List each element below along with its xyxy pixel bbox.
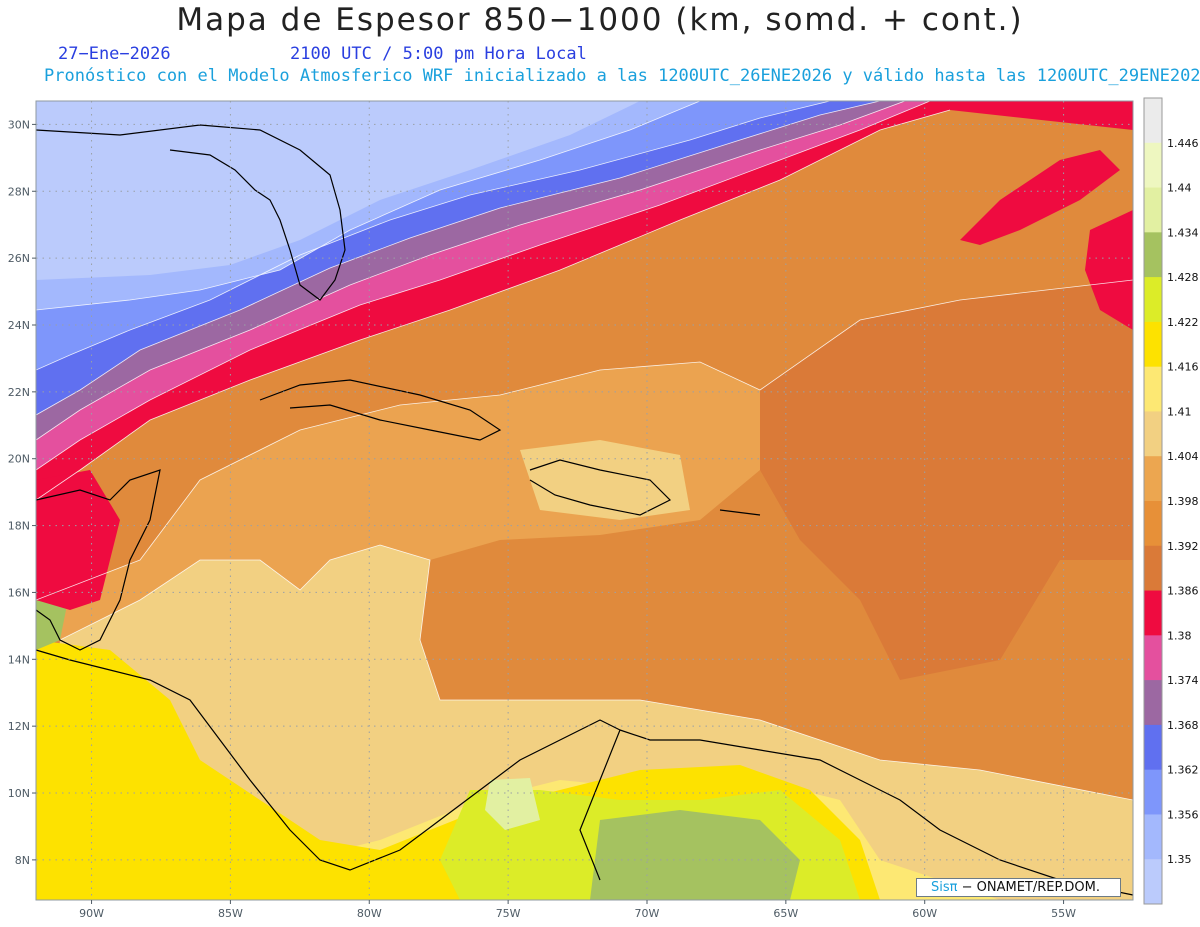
forecast-time: 2100 UTC / 5:00 pm Hora Local: [290, 44, 587, 64]
colorbar-swatch: [1144, 187, 1162, 233]
lon-label: 85W: [218, 907, 243, 920]
lat-label: 28N: [8, 185, 30, 198]
field-region-1392: [760, 280, 1133, 680]
colorbar-swatch: [1144, 411, 1162, 457]
colorbar-frame: [1143, 97, 1163, 905]
colorbar-swatch: [1144, 321, 1162, 368]
lat-label: 8N: [15, 854, 30, 867]
field-region-hispaniola: [520, 440, 690, 520]
lat-lon-grid: [36, 101, 1133, 900]
colorbar-label: 1.392: [1167, 540, 1199, 553]
field-region-1404: [36, 545, 1133, 900]
field-region-1434: [485, 778, 540, 830]
lon-label: 75W: [496, 907, 521, 920]
colorbar-swatch: [1144, 142, 1162, 189]
colorbar-label: 1.44: [1167, 182, 1192, 195]
colorbar-label: 1.38: [1167, 629, 1192, 642]
colorbar-label: 1.368: [1167, 719, 1199, 732]
colorbar-swatch: [1144, 501, 1162, 547]
colorbar-swatch: [1144, 590, 1162, 636]
contour-lines: [36, 101, 1133, 801]
colorbar-swatch: [1144, 98, 1162, 144]
lat-label: 18N: [8, 520, 30, 533]
lat-label: 24N: [8, 319, 30, 332]
field-region-1428: [590, 810, 800, 900]
colorbar-label: 1.362: [1167, 764, 1199, 777]
thickness-field: [36, 101, 1133, 900]
field-blob-east: [1085, 210, 1133, 330]
colorbar-label: 1.434: [1167, 226, 1199, 239]
colorbar-swatch: [1144, 680, 1162, 726]
sispi-logo-text: Sisπ: [931, 880, 958, 895]
colorbar-swatch: [1144, 456, 1162, 502]
colorbar-label: 1.446: [1167, 137, 1199, 150]
model-info: Pronóstico con el Modelo Atmosferico WRF…: [44, 66, 1200, 86]
colorbar-swatch: [1144, 277, 1162, 323]
lat-label: 14N: [8, 653, 30, 666]
colorbar: [1143, 97, 1163, 905]
lon-label: 70W: [635, 907, 660, 920]
colorbar-label: 1.422: [1167, 316, 1199, 329]
longitude-axis: 90W 85W 80W 75W 70W 65W 60W 55W: [79, 900, 1076, 920]
lat-label: 30N: [8, 118, 30, 131]
colorbar-labels: 1.446 1.44 1.434 1.428 1.422 1.416 1.41 1.404 1.…: [1167, 137, 1199, 866]
lon-label: 90W: [79, 907, 104, 920]
lon-label: 55W: [1051, 907, 1076, 920]
lon-label: 60W: [912, 907, 937, 920]
colorbar-label: 1.41: [1167, 405, 1192, 418]
credit-text: − ONAMET/REP.DOM.: [957, 880, 1101, 895]
lat-label: 20N: [8, 453, 30, 466]
colorbar-swatch: [1144, 769, 1162, 815]
map-title: Mapa de Espesor 850−1000 (km, somd. + co…: [176, 2, 1024, 38]
lon-label: 65W: [773, 907, 798, 920]
colorbar-label: 1.416: [1167, 361, 1199, 374]
lat-label: 26N: [8, 252, 30, 265]
colorbar-swatch: [1144, 232, 1162, 278]
colorbar-swatch: [1144, 859, 1162, 905]
lat-label: 16N: [8, 586, 30, 599]
colorbar-swatch: [1144, 724, 1162, 771]
colorbar-label: 1.374: [1167, 674, 1199, 687]
colorbar-label: 1.428: [1167, 271, 1199, 284]
colorbar-label: 1.356: [1167, 808, 1199, 821]
credit-box: Sisπ − ONAMET/REP.DOM.: [916, 878, 1121, 897]
colorbar-label: 1.35: [1167, 853, 1192, 866]
lat-label: 22N: [8, 386, 30, 399]
lat-label: 10N: [8, 787, 30, 800]
field-band-below-1350: [36, 101, 640, 280]
forecast-date: 27−Ene−2026: [58, 44, 171, 64]
latitude-axis: 30N 28N 26N 24N 22N 20N 18N 16N 14N 12N 10N 8N: [8, 118, 36, 867]
colorbar-label: 1.386: [1167, 585, 1199, 598]
lat-label: 12N: [8, 720, 30, 733]
map-frame: [35, 100, 1134, 901]
field-blob-north: [960, 150, 1120, 245]
colorbar-swatch: [1144, 635, 1162, 681]
colorbar-label: 1.398: [1167, 495, 1199, 508]
colorbar-swatch: [1144, 545, 1162, 592]
colorbar-swatch: [1144, 814, 1162, 860]
lon-label: 80W: [357, 907, 382, 920]
colorbar-swatch: [1144, 366, 1162, 412]
field-blob-yucatan: [36, 470, 120, 610]
colorbar-label: 1.404: [1167, 450, 1199, 463]
